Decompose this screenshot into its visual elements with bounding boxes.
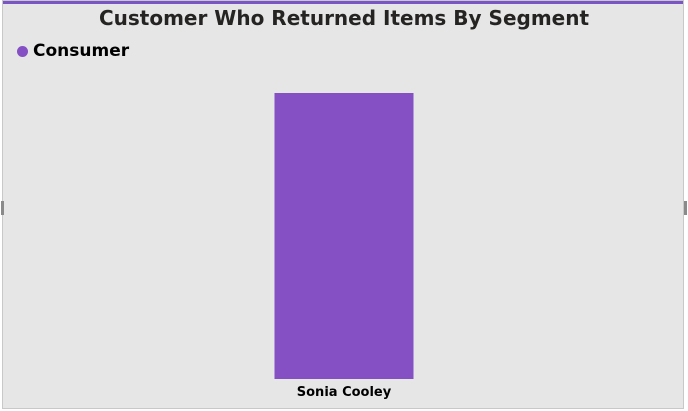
x-tick-label: Sonia Cooley <box>297 385 392 400</box>
resize-handle-left[interactable] <box>1 201 4 215</box>
chart-title: Customer Who Returned Items By Segment <box>98 6 590 30</box>
bar-sonia-cooley[interactable] <box>274 93 414 379</box>
top-accent-bar <box>3 1 683 4</box>
legend: Consumer <box>17 41 129 61</box>
legend-marker <box>17 45 28 57</box>
legend-label: Consumer <box>33 41 130 61</box>
resize-handle-right[interactable] <box>684 201 687 215</box>
